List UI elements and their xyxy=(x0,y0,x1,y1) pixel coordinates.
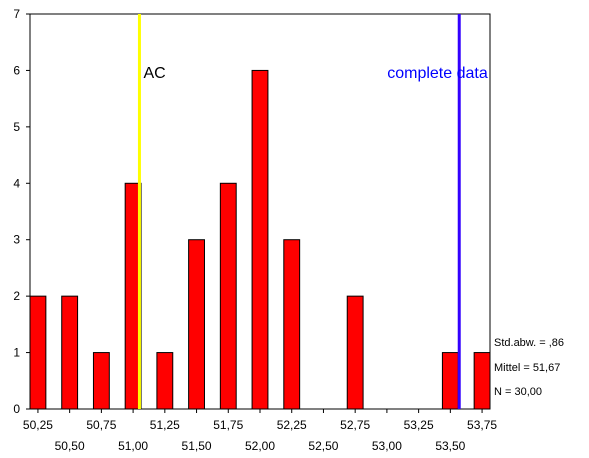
reference-line-label: complete data xyxy=(387,65,488,82)
y-tick-label: 0 xyxy=(13,402,20,416)
reference-lines-layer xyxy=(137,14,461,409)
x-tick-label: 53,25 xyxy=(404,418,434,432)
x-tick-label: 50,75 xyxy=(86,418,116,432)
y-tick-label: 5 xyxy=(13,120,20,134)
stats-label: N = 30,00 xyxy=(494,386,542,398)
x-tick-label: 52,00 xyxy=(245,439,275,453)
reference-line-label: AC xyxy=(143,65,165,82)
y-tick-label: 2 xyxy=(13,289,20,303)
x-tick-label: 53,00 xyxy=(372,439,402,453)
histogram-bar xyxy=(61,295,79,410)
histogram-bar xyxy=(473,352,491,410)
y-tick-label: 4 xyxy=(13,176,20,190)
histogram-bar xyxy=(188,239,205,410)
x-tick-label: 52,75 xyxy=(340,418,370,432)
y-tick-label: 1 xyxy=(13,346,20,360)
y-tick-label: 7 xyxy=(13,7,20,21)
x-tick-label: 51,50 xyxy=(182,439,212,453)
histogram-bar xyxy=(156,352,174,410)
histogram-bar xyxy=(441,352,459,410)
x-tick-label: 53,75 xyxy=(467,418,497,432)
x-tick-label: 52,50 xyxy=(308,439,338,453)
bars-layer xyxy=(29,69,491,410)
histogram-bar xyxy=(219,182,237,410)
x-tick-label: 51,75 xyxy=(213,418,243,432)
stats-label: Mittel = 51,67 xyxy=(494,362,560,374)
x-tick-label: 51,25 xyxy=(150,418,180,432)
histogram-bar xyxy=(92,352,110,410)
histogram-bar xyxy=(283,239,301,410)
histogram-bar xyxy=(29,295,47,410)
x-tick-label: 51,00 xyxy=(118,439,148,453)
stats-label: Std.abw. = ,86 xyxy=(494,337,564,349)
x-tick-label: 52,25 xyxy=(277,418,307,432)
x-tick-label: 53,50 xyxy=(435,439,465,453)
axes-layer xyxy=(26,13,491,413)
x-tick-label: 50,50 xyxy=(55,439,85,453)
x-tick-label: 50,25 xyxy=(23,418,53,432)
y-tick-label: 3 xyxy=(13,233,20,247)
histogram-bar xyxy=(346,295,364,410)
y-tick-label: 6 xyxy=(13,63,20,77)
histogram-bar xyxy=(251,69,269,410)
